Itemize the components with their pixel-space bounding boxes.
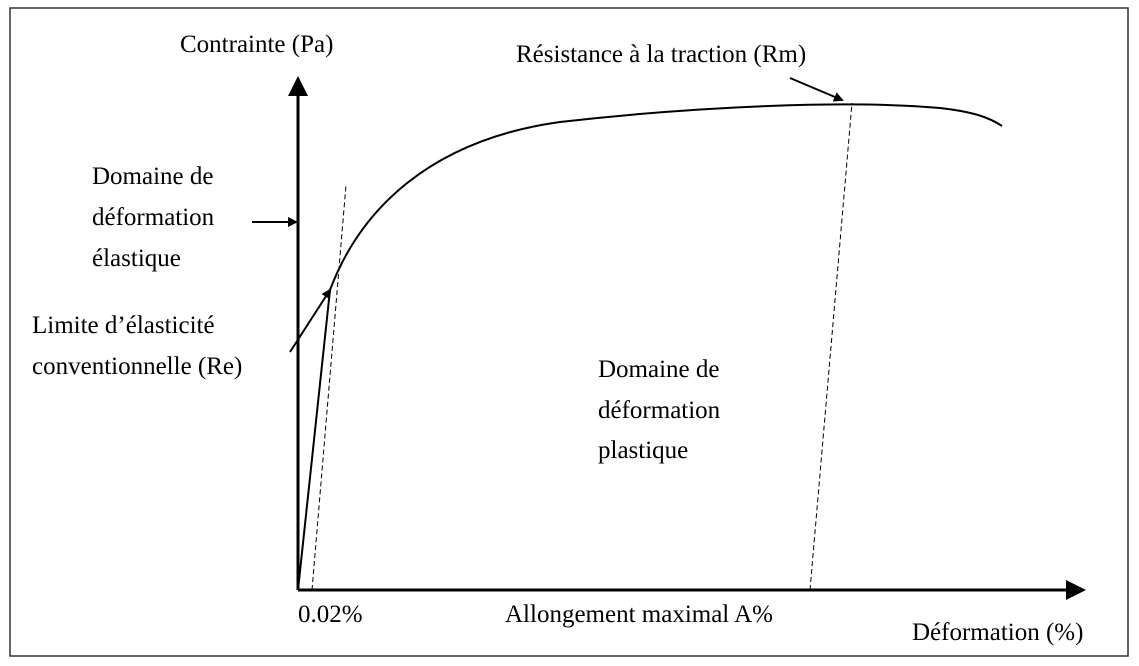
frame — [9, 7, 1129, 657]
annotation: Domaine de — [92, 163, 213, 190]
annotation: déformation — [92, 204, 215, 231]
y-label: Contrainte (Pa) — [180, 31, 333, 58]
curve — [297, 103, 1003, 591]
annotation: 0.02% — [298, 601, 363, 628]
x-label: Déformation (%) — [912, 619, 1083, 646]
arrow — [289, 288, 332, 353]
arrow — [789, 77, 844, 102]
annotation: Limite d’élasticité — [32, 312, 215, 339]
annotation: Résistance à la traction (Rm) — [516, 41, 806, 68]
annotation: plastique — [598, 437, 688, 464]
annotation: conventionnelle (Re) — [32, 353, 242, 380]
rupture-line — [809, 102, 853, 591]
annotation: Allongement maximal A% — [505, 601, 773, 628]
annotation: élastique — [92, 245, 181, 272]
annotation: Domaine de — [598, 356, 719, 383]
annotation: déformation — [598, 397, 721, 424]
offset-line — [311, 184, 347, 591]
